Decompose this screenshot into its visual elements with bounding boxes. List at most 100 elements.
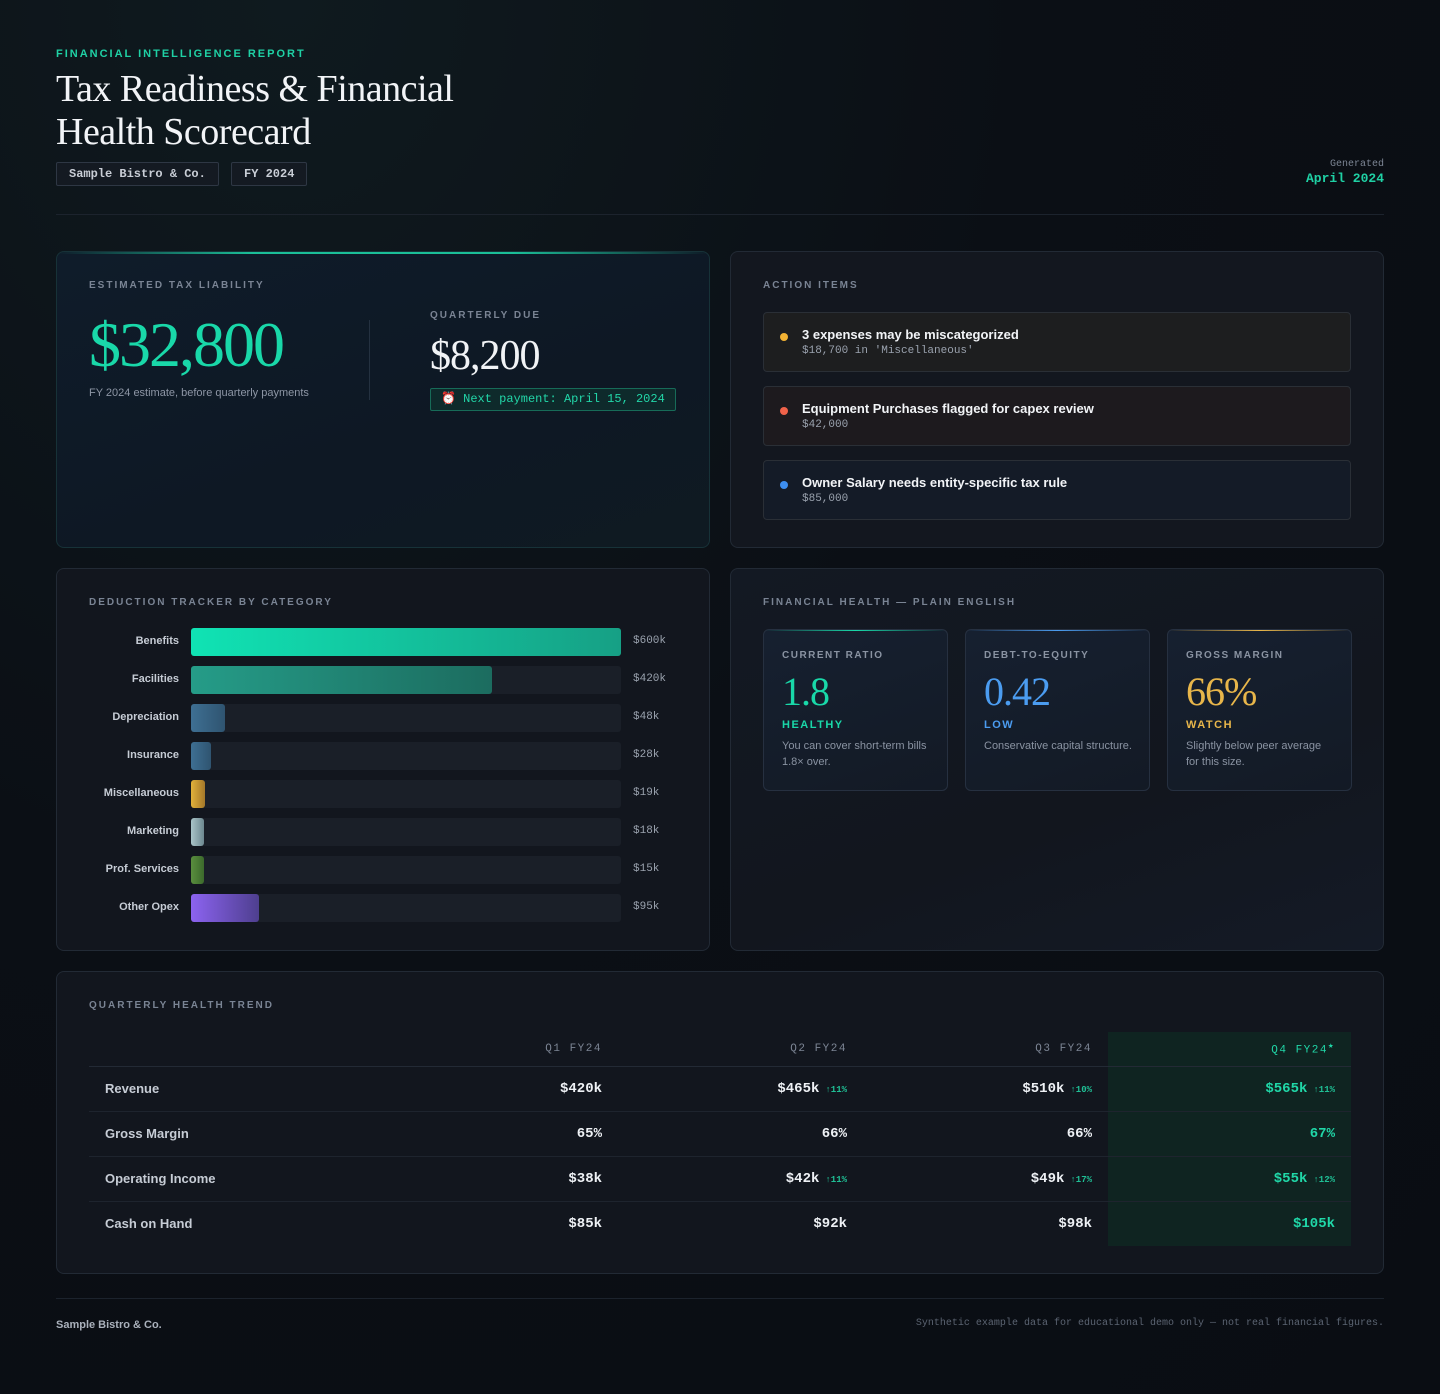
- column-header-metric: [89, 1032, 373, 1067]
- cell-value: $420k: [559, 1080, 602, 1097]
- delta-badge: ↑10%: [1070, 1084, 1092, 1095]
- column-header-q2: Q2 FY24: [618, 1032, 863, 1067]
- delta-badge: ↑11%: [1313, 1084, 1335, 1095]
- action-item[interactable]: Equipment Purchases flagged for capex re…: [763, 386, 1351, 446]
- generated-label: Generated: [1329, 159, 1384, 170]
- quarterly-trend-card: QUARTERLY HEALTH TREND Q1 FY24 Q2 FY24 Q…: [56, 971, 1384, 1274]
- cell-value: $85k: [568, 1215, 602, 1232]
- table-cell: $42k ↑11%: [618, 1156, 863, 1202]
- metric-label: DEBT-TO-EQUITY: [984, 650, 1090, 661]
- cell-value: 66%: [1066, 1125, 1092, 1142]
- cell-value: $465k: [777, 1080, 820, 1097]
- deduction-bar-track: [191, 894, 621, 922]
- table-cell: $85k: [373, 1201, 618, 1246]
- report-eyebrow: FINANCIAL INTELLIGENCE REPORT: [56, 48, 306, 60]
- cell-value: $98k: [1058, 1215, 1092, 1232]
- table-row: Cash on Hand $85k $92k $98k $105k: [89, 1201, 1351, 1246]
- next-payment-badge: ⏰ Next payment: April 15, 2024: [430, 388, 676, 411]
- deduction-label: Miscellaneous: [103, 787, 179, 799]
- delta-badge: ↑17%: [1070, 1174, 1092, 1185]
- metric-status: LOW: [984, 719, 1015, 731]
- deduction-label: Facilities: [131, 673, 179, 685]
- delta-badge: ↑11%: [825, 1084, 847, 1095]
- metric-description: You can cover short-term bills 1.8× over…: [782, 740, 927, 768]
- table-cell: $49k ↑17%: [863, 1156, 1108, 1202]
- deduction-label: Benefits: [135, 635, 179, 647]
- generated-date: April 2024: [1305, 171, 1384, 186]
- tax-card-title: ESTIMATED TAX LIABILITY: [89, 280, 265, 291]
- page-title: Tax Readiness & Financial Health Scoreca…: [56, 68, 454, 153]
- table-row: Revenue $420k $465k ↑11% $510k ↑10% $565k ↑11%: [89, 1066, 1351, 1112]
- cell-value: $105k: [1292, 1215, 1335, 1232]
- deduction-bar: [191, 856, 204, 884]
- metric-accent-line: [1168, 630, 1351, 631]
- table-row: Operating Income $38k $42k ↑11% $49k ↑17% $55k…: [89, 1156, 1351, 1202]
- action-item-title: Owner Salary needs entity-specific tax r…: [802, 475, 1068, 490]
- action-items-card: ACTION ITEMS 3 expenses may be miscatego…: [730, 251, 1384, 548]
- deduction-label: Depreciation: [112, 711, 179, 723]
- deduction-bar: [191, 894, 260, 922]
- deduction-tracker-title: DEDUCTION TRACKER BY CATEGORY: [89, 597, 333, 608]
- deduction-row: Benefits $600k: [89, 628, 699, 656]
- cell-value: $42k: [785, 1170, 820, 1187]
- deduction-value: $18k: [633, 825, 660, 837]
- deduction-bar-track: [191, 818, 621, 846]
- deduction-row: Other Opex $95k: [89, 894, 699, 922]
- metric-card: GROSS MARGIN 66% WATCH Slightly below peer …: [1167, 629, 1352, 791]
- table-cell: $98k: [863, 1201, 1108, 1246]
- deduction-bar: [191, 704, 226, 732]
- table-cell: $55k ↑12%: [1108, 1156, 1351, 1202]
- column-header-q4: Q4 FY24★: [1108, 1032, 1351, 1067]
- deduction-value: $48k: [633, 711, 660, 723]
- column-header-q3: Q3 FY24: [863, 1032, 1108, 1067]
- deduction-bar: [191, 666, 492, 694]
- footer-disclaimer: Synthetic example data for educational d…: [915, 1318, 1384, 1329]
- header-divider: [56, 214, 1384, 215]
- action-items-title: ACTION ITEMS: [763, 280, 859, 291]
- deduction-row: Miscellaneous $19k: [89, 780, 699, 808]
- column-header-q1: Q1 FY24: [373, 1032, 618, 1067]
- delta-badge: ↑12%: [1313, 1174, 1335, 1185]
- cell-value: $55k: [1273, 1170, 1308, 1187]
- deduction-row: Marketing $18k: [89, 818, 699, 846]
- deduction-bar-track: [191, 780, 621, 808]
- quarterly-due-label: QUARTERLY DUE: [430, 310, 542, 321]
- table-row: Gross Margin 65% 66% 66% 67%: [89, 1111, 1351, 1157]
- cell-value: $49k: [1030, 1170, 1065, 1187]
- action-item-detail: $85,000: [802, 493, 849, 505]
- metric-description: Conservative capital structure.: [984, 740, 1132, 752]
- cell-value: $510k: [1022, 1080, 1065, 1097]
- cell-value: 65%: [576, 1125, 602, 1142]
- table-cell: $465k ↑11%: [618, 1066, 863, 1112]
- status-dot-icon: [780, 333, 788, 341]
- action-item-detail: $18,700 in 'Miscellaneous': [802, 345, 974, 357]
- footer-divider: [56, 1298, 1384, 1299]
- table-cell: $105k: [1108, 1201, 1351, 1246]
- metric-value: 0.42: [984, 669, 1051, 714]
- metric-label: GROSS MARGIN: [1186, 650, 1284, 661]
- deduction-value: $19k: [633, 787, 660, 799]
- action-item[interactable]: Owner Salary needs entity-specific tax r…: [763, 460, 1351, 520]
- deduction-bar: [191, 628, 621, 656]
- table-cell: $420k: [373, 1066, 618, 1112]
- metric-status: WATCH: [1186, 719, 1234, 731]
- metric-accent-line: [966, 630, 1149, 631]
- metric-card: CURRENT RATIO 1.8 HEALTHY You can cover sho…: [763, 629, 948, 791]
- action-item-detail: $42,000: [802, 419, 849, 431]
- metric-description: Slightly below peer average for this siz…: [1186, 740, 1322, 768]
- company-chip: Sample Bistro & Co.: [56, 162, 219, 186]
- tax-divider: [369, 320, 370, 400]
- fiscal-year-chip: FY 2024: [231, 162, 308, 186]
- metric-label: CURRENT RATIO: [782, 650, 884, 661]
- financial-health-title: FINANCIAL HEALTH — PLAIN ENGLISH: [763, 597, 1017, 608]
- action-item[interactable]: 3 expenses may be miscategorized $18,700 …: [763, 312, 1351, 372]
- table-cell: 65%: [373, 1111, 618, 1157]
- deduction-value: $28k: [633, 749, 660, 761]
- deduction-value: $15k: [633, 863, 660, 875]
- financial-health-card: FINANCIAL HEALTH — PLAIN ENGLISH CURRENT…: [730, 568, 1384, 951]
- deduction-value: $95k: [633, 901, 660, 913]
- metric-value: 66%: [1186, 669, 1257, 714]
- cell-value: $92k: [813, 1215, 847, 1232]
- column-header-q4-label: Q4 FY24: [1271, 1045, 1328, 1058]
- table-cell: $92k: [618, 1201, 863, 1246]
